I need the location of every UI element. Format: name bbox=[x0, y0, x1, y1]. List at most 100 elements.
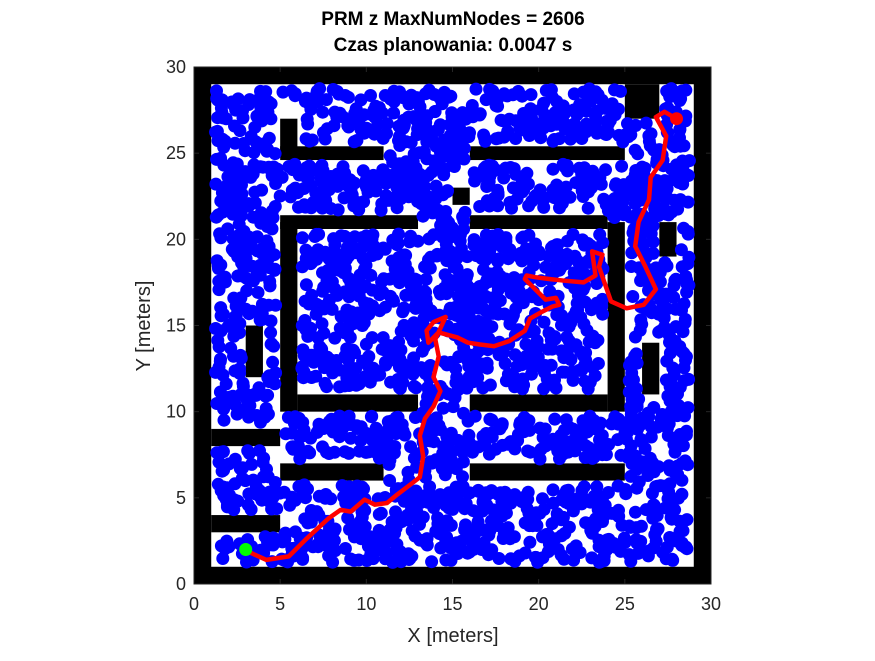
prm-node bbox=[635, 160, 649, 174]
prm-node bbox=[559, 413, 573, 427]
prm-node bbox=[304, 515, 318, 529]
prm-node bbox=[278, 528, 291, 542]
prm-node bbox=[437, 85, 451, 99]
prm-node bbox=[665, 512, 679, 526]
prm-node bbox=[442, 216, 456, 230]
prm-node bbox=[263, 275, 277, 288]
map-obstacle bbox=[469, 146, 625, 161]
y-tick-label: 15 bbox=[166, 316, 186, 336]
prm-node bbox=[615, 518, 629, 532]
prm-node bbox=[407, 379, 421, 393]
prm-node bbox=[614, 84, 627, 98]
prm-node bbox=[261, 533, 275, 547]
prm-node bbox=[677, 374, 691, 388]
prm-node bbox=[624, 439, 638, 453]
prm-node bbox=[579, 516, 593, 530]
prm-node bbox=[608, 211, 621, 224]
prm-node bbox=[537, 121, 551, 135]
prm-node bbox=[235, 170, 249, 184]
prm-node bbox=[214, 231, 228, 245]
prm-node bbox=[659, 373, 673, 387]
prm-node bbox=[269, 177, 283, 190]
prm-node bbox=[298, 314, 312, 327]
prm-node bbox=[225, 242, 239, 256]
prm-node bbox=[405, 549, 419, 563]
map-obstacle bbox=[280, 215, 419, 229]
prm-node bbox=[646, 246, 660, 260]
prm-node bbox=[409, 161, 423, 175]
prm-node bbox=[510, 192, 524, 206]
prm-node bbox=[456, 455, 470, 469]
prm-node bbox=[324, 492, 338, 506]
prm-node bbox=[215, 186, 229, 200]
prm-node bbox=[378, 242, 392, 256]
prm-node bbox=[215, 105, 229, 119]
prm-node bbox=[379, 358, 393, 372]
prm-node bbox=[476, 357, 490, 371]
prm-node bbox=[328, 238, 342, 252]
prm-node bbox=[647, 499, 661, 512]
prm-node bbox=[334, 310, 348, 324]
prm-node bbox=[645, 486, 659, 500]
prm-node bbox=[677, 361, 691, 375]
prm-node bbox=[523, 519, 536, 533]
prm-node bbox=[421, 426, 435, 439]
prm-node bbox=[243, 93, 257, 107]
prm-node bbox=[273, 189, 287, 203]
prm-node bbox=[663, 346, 677, 360]
prm-node bbox=[402, 512, 416, 526]
prm-node bbox=[318, 245, 332, 259]
prm-node bbox=[230, 407, 244, 421]
prm-node bbox=[405, 524, 419, 538]
prm-node bbox=[681, 195, 695, 209]
prm-node bbox=[372, 523, 386, 537]
prm-node bbox=[562, 334, 576, 348]
prm-node bbox=[234, 291, 248, 305]
y-tick-label: 25 bbox=[166, 143, 186, 163]
prm-node bbox=[608, 179, 622, 193]
y-tick-label: 5 bbox=[176, 488, 186, 508]
prm-node bbox=[567, 87, 581, 101]
prm-node bbox=[333, 252, 347, 266]
prm-node bbox=[630, 521, 643, 535]
prm-node bbox=[419, 298, 432, 312]
prm-node bbox=[472, 484, 486, 498]
prm-node bbox=[675, 303, 688, 317]
prm-node bbox=[383, 523, 397, 537]
prm-node bbox=[480, 498, 494, 512]
prm-node bbox=[348, 230, 362, 244]
prm-node bbox=[511, 85, 525, 98]
prm-node bbox=[407, 334, 420, 348]
prm-node bbox=[431, 511, 445, 525]
prm-node bbox=[573, 546, 587, 559]
prm-node bbox=[224, 173, 238, 187]
prm-node bbox=[233, 362, 247, 376]
prm-node bbox=[485, 543, 499, 557]
prm-node bbox=[338, 229, 352, 243]
prm-node bbox=[241, 498, 255, 512]
prm-node bbox=[557, 256, 571, 270]
prm-node bbox=[313, 340, 327, 354]
prm-node bbox=[445, 431, 458, 445]
map-obstacle bbox=[280, 146, 384, 161]
prm-node bbox=[305, 288, 319, 302]
prm-node bbox=[362, 307, 376, 321]
prm-node bbox=[212, 455, 226, 469]
prm-node bbox=[352, 377, 366, 391]
prm-node bbox=[403, 235, 417, 249]
prm-node bbox=[237, 244, 251, 258]
prm-node bbox=[454, 242, 468, 256]
prm-node bbox=[653, 275, 667, 289]
prm-node bbox=[313, 82, 327, 96]
prm-node bbox=[643, 451, 657, 465]
prm-node bbox=[555, 344, 568, 358]
prm-node bbox=[227, 503, 241, 517]
y-tick-label: 0 bbox=[176, 574, 186, 594]
prm-node bbox=[312, 94, 325, 108]
x-tick-label: 5 bbox=[275, 594, 285, 614]
prm-node bbox=[493, 294, 507, 307]
prm-node bbox=[462, 370, 476, 384]
prm-node bbox=[626, 290, 640, 303]
prm-node bbox=[265, 487, 279, 501]
plot-area: 0 5 10 15 20 25 30 0 5 10 15 20 25 30 bbox=[166, 57, 721, 614]
